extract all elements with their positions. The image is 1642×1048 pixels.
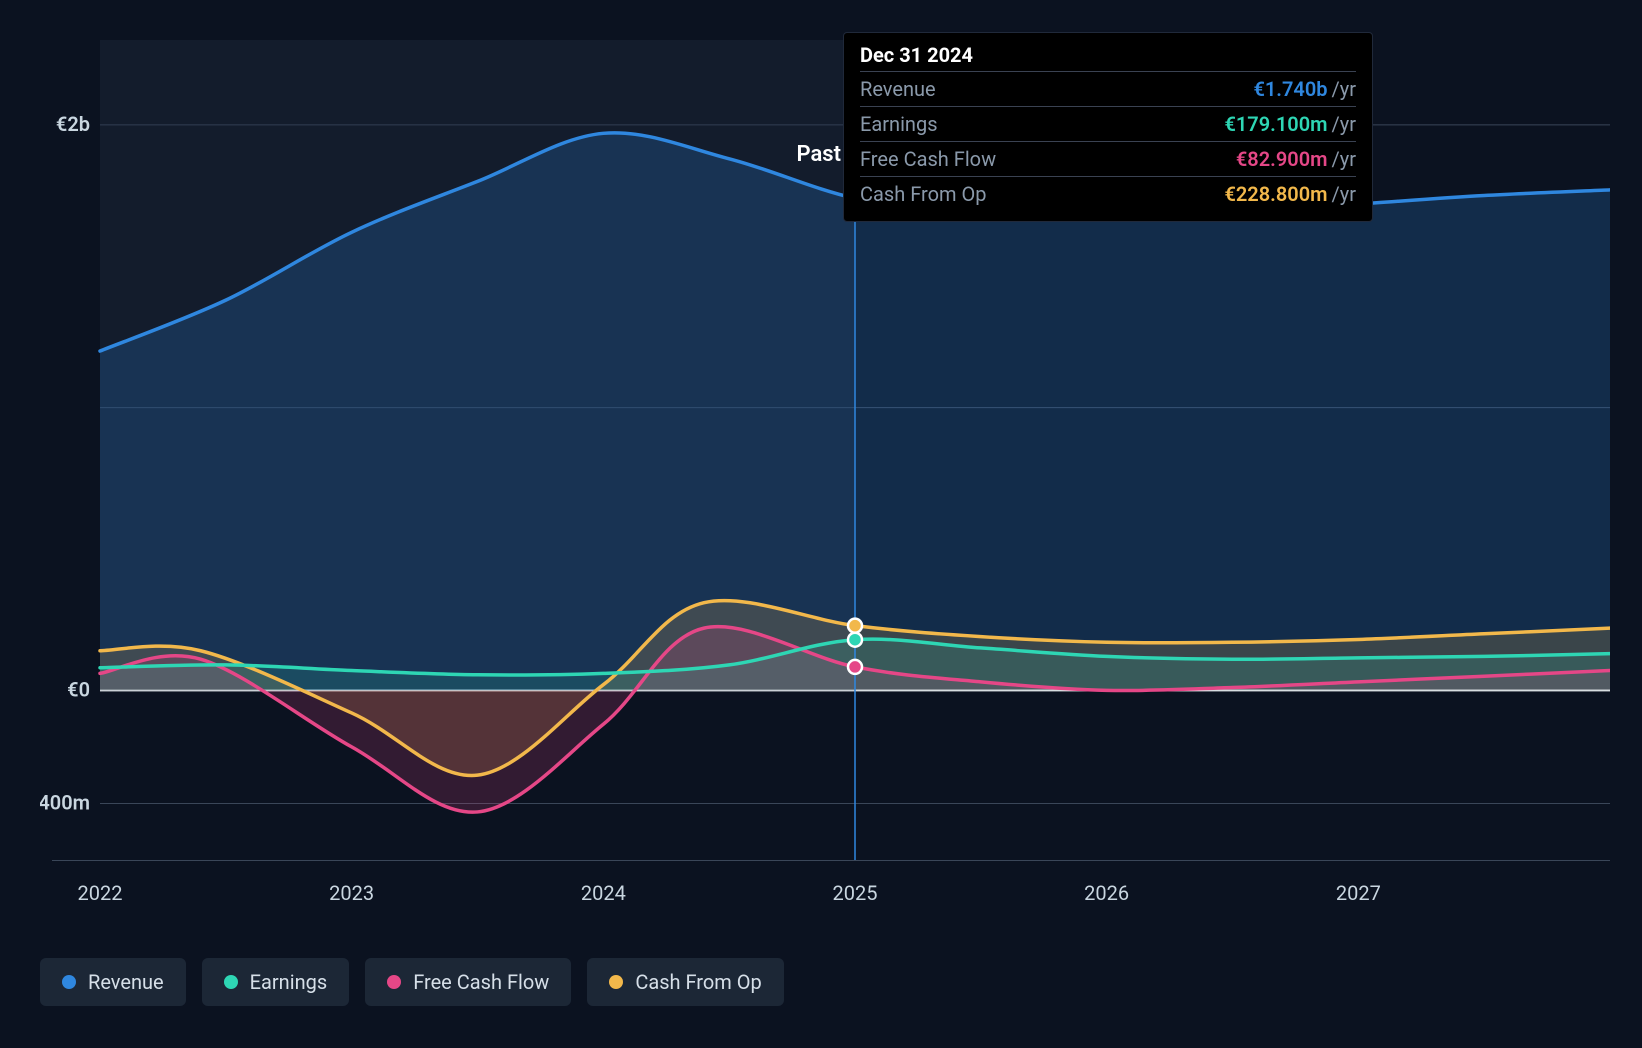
legend-dot-icon [224,975,238,989]
svg-text:2025: 2025 [833,881,878,900]
tooltip-metric-unit: /yr [1332,147,1357,171]
svg-text:€0: €0 [67,677,90,701]
tooltip-metric-unit: /yr [1332,182,1357,206]
tooltip-date: Dec 31 2024 [860,43,1356,67]
legend-item-free_cash_flow[interactable]: Free Cash Flow [365,958,571,1006]
legend-dot-icon [387,975,401,989]
tooltip-row: Cash From Op €228.800m/yr [860,176,1356,211]
tooltip-row: Revenue €1.740b/yr [860,71,1356,106]
svg-text:€2b: €2b [56,112,90,136]
financials-chart[interactable]: €2b€0-€400m202220232024202520262027PastA… [40,20,1610,900]
legend-label: Earnings [250,970,328,994]
tooltip-row: Free Cash Flow €82.900m/yr [860,141,1356,176]
chart-legend: Revenue Earnings Free Cash Flow Cash From O… [40,958,784,1006]
tooltip-metric-value: €82.900m [1236,147,1328,171]
svg-text:-€400m: -€400m [40,790,90,814]
legend-dot-icon [62,975,76,989]
legend-item-earnings[interactable]: Earnings [202,958,350,1006]
tooltip-metric-name: Revenue [860,77,936,101]
tooltip-metric-unit: /yr [1332,112,1357,136]
legend-label: Revenue [88,970,164,994]
legend-item-revenue[interactable]: Revenue [40,958,186,1006]
chart-tooltip: Dec 31 2024 Revenue €1.740b/yr Earnings €17… [843,32,1373,222]
tooltip-metric-name: Free Cash Flow [860,147,996,171]
legend-item-cash_from_op[interactable]: Cash From Op [587,958,783,1006]
legend-label: Cash From Op [635,970,761,994]
legend-label: Free Cash Flow [413,970,549,994]
tooltip-metric-unit: /yr [1332,77,1357,101]
svg-text:2022: 2022 [78,881,123,900]
tooltip-metric-value: €228.800m [1224,182,1327,206]
tooltip-metric-name: Earnings [860,112,938,136]
chart-svg: €2b€0-€400m202220232024202520262027PastA… [40,20,1610,900]
tooltip-row: Earnings €179.100m/yr [860,106,1356,141]
tooltip-metric-value: €1.740b [1253,77,1327,101]
svg-text:Past: Past [796,142,841,167]
svg-text:2027: 2027 [1336,881,1381,900]
tooltip-metric-name: Cash From Op [860,182,986,206]
legend-dot-icon [609,975,623,989]
svg-text:2024: 2024 [581,881,626,900]
tooltip-metric-value: €179.100m [1224,112,1327,136]
svg-text:2023: 2023 [329,881,374,900]
svg-text:2026: 2026 [1084,881,1129,900]
